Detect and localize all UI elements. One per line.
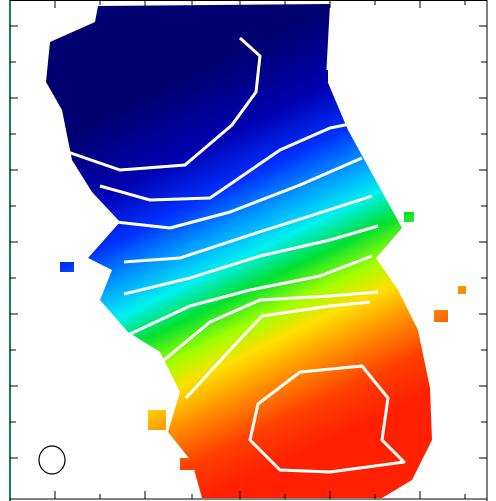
velocity-map [0,0,496,501]
pixel [318,70,328,82]
pixel [180,458,194,470]
pixel [404,212,414,222]
pixel [148,410,166,430]
page [0,0,496,501]
pixel [60,262,74,272]
pixel [458,286,466,294]
pixel [434,310,448,322]
